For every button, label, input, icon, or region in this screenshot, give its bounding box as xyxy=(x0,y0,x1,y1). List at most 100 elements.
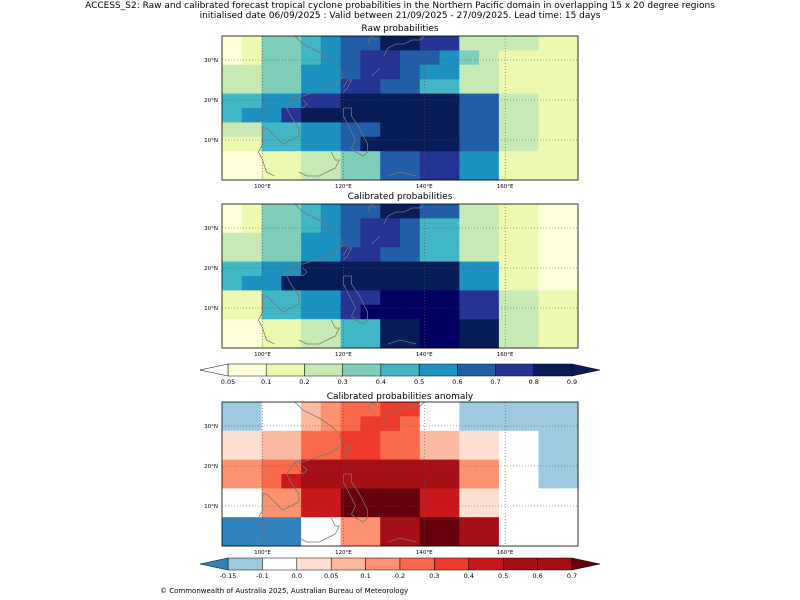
grid-cell xyxy=(419,459,440,475)
grid-cell xyxy=(400,459,421,475)
grid-cell xyxy=(222,122,243,138)
grid-cell xyxy=(380,79,401,94)
grid-cell xyxy=(518,333,539,349)
grid-cell xyxy=(400,122,421,138)
lat-tick-label: 20°N xyxy=(204,98,218,104)
grid-cell xyxy=(459,64,480,80)
grid-cell xyxy=(380,247,401,262)
grid-cell xyxy=(459,517,480,532)
grid-cell xyxy=(261,517,282,532)
grid-cell xyxy=(241,108,262,123)
grid-cell xyxy=(261,247,282,262)
grid-cell xyxy=(459,204,480,219)
grid-cell xyxy=(538,247,559,262)
grid-cell xyxy=(459,165,480,181)
grid-cell xyxy=(439,218,460,234)
grid-cell xyxy=(360,319,381,334)
grid-cell xyxy=(261,290,282,306)
grid-cell xyxy=(459,430,480,446)
grid-cell xyxy=(459,531,480,547)
grid-cell xyxy=(439,474,460,489)
grid-cell xyxy=(439,290,460,306)
grid-cell xyxy=(479,218,500,234)
grid-cell xyxy=(459,290,480,306)
grid-cell xyxy=(340,502,361,518)
grid-cell xyxy=(479,276,500,291)
lon-tick-label: 100°E xyxy=(254,184,271,190)
grid-cell xyxy=(320,93,342,109)
grid-cell xyxy=(439,136,460,152)
grid-cell xyxy=(419,517,440,532)
grid-cell xyxy=(380,204,401,219)
grid-cell xyxy=(360,517,381,532)
grid-cell xyxy=(241,502,262,518)
grid-cell xyxy=(538,165,559,181)
colorbar-anom: -0.15 -0.1 0.0 0.05 0.1 0.2 0.3 0.4 0.5 0.6 0.7 xyxy=(199,557,601,580)
grid-cell xyxy=(538,93,559,109)
grid-cell xyxy=(380,290,401,306)
grid-cell xyxy=(518,204,539,219)
grid-cell xyxy=(538,416,559,432)
grid-cell xyxy=(479,333,500,349)
grid-cell xyxy=(320,474,342,489)
grid-cell xyxy=(222,276,243,291)
grid-cell xyxy=(558,445,579,460)
grid-cell xyxy=(518,93,539,109)
grid-cell xyxy=(261,108,282,123)
grid-cell xyxy=(281,79,302,94)
grid-cell xyxy=(281,474,302,489)
grid-cell xyxy=(498,93,520,109)
grid-cell xyxy=(301,108,322,123)
coastline xyxy=(294,461,308,475)
grid-cell xyxy=(320,136,342,152)
grid-cell xyxy=(360,79,381,94)
grid-cell xyxy=(301,416,322,432)
grid-cell xyxy=(241,488,262,504)
grid-cell xyxy=(518,232,539,248)
grid-cell xyxy=(439,445,460,460)
grid-cell xyxy=(459,136,480,152)
grid-cell xyxy=(380,474,401,489)
grid-cell xyxy=(380,165,401,181)
colorbar-segment xyxy=(296,557,332,571)
grid-cell xyxy=(419,531,440,547)
map-raw: 100°E 120°E 140°E 160°E 30°N 20°N 10°N xyxy=(204,35,579,190)
grid-cell xyxy=(281,333,302,349)
grid-cell xyxy=(498,319,520,334)
map-calibrated: 100°E 120°E 140°E 160°E 30°N 20°N 10°N xyxy=(204,203,579,358)
grid-cell xyxy=(498,304,520,320)
grid-cell xyxy=(538,79,559,94)
grid-cell xyxy=(340,261,361,277)
grid-cell xyxy=(340,474,361,489)
grid-cell xyxy=(479,204,500,219)
grid-cell xyxy=(479,247,500,262)
grid-cell xyxy=(301,79,322,94)
grid-cell xyxy=(518,531,539,547)
grid-cell xyxy=(479,445,500,460)
grid-cell xyxy=(340,93,361,109)
grid-cell xyxy=(518,416,539,432)
grid-cell xyxy=(340,319,361,334)
grid-cell xyxy=(241,93,262,109)
grid-cell xyxy=(320,333,342,349)
grid-cell xyxy=(360,290,381,306)
grid-cell xyxy=(459,502,480,518)
grid-cell xyxy=(419,165,440,181)
grid-cell xyxy=(498,445,520,460)
grid-cell xyxy=(439,430,460,446)
grid-cell xyxy=(400,93,421,109)
grid-cell xyxy=(400,430,421,446)
grid-cell xyxy=(538,488,559,504)
grid-cell xyxy=(261,488,282,504)
grid-cell xyxy=(320,151,342,166)
grid-cell xyxy=(320,531,342,547)
grid-cell xyxy=(320,204,342,219)
grid-cell xyxy=(301,232,322,248)
grid-cell xyxy=(439,79,460,94)
grid-cell xyxy=(518,474,539,489)
grid-cell xyxy=(439,64,460,80)
colorbar-segment xyxy=(502,557,538,571)
grid-cell xyxy=(380,304,401,320)
grid-cell xyxy=(222,502,243,518)
grid-cell xyxy=(340,165,361,181)
